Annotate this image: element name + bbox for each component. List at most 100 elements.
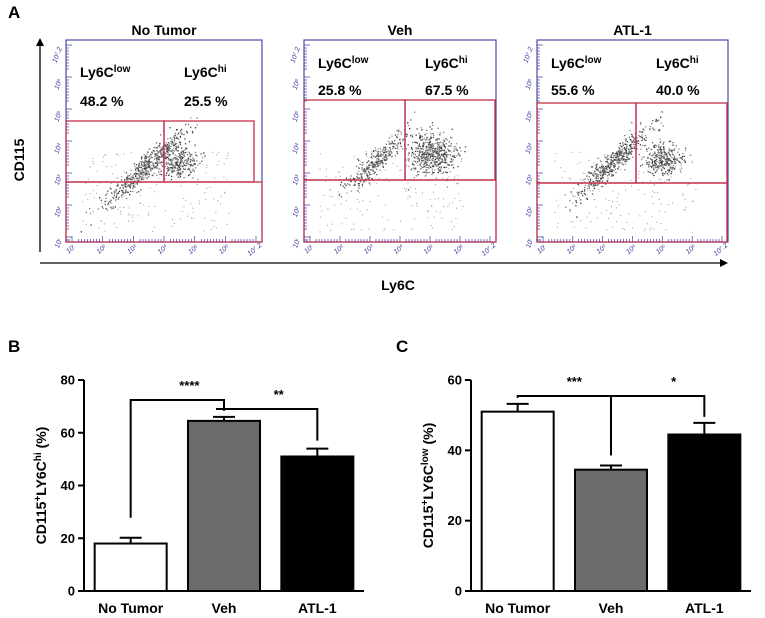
bar-category-label: ATL-1	[685, 600, 724, 616]
flow-x-tick-label: 10ⁱ	[65, 243, 78, 255]
flow-x-tick-label: 10²	[333, 243, 346, 255]
bar-chart-c: 0 20 40 60 CD115+LY6Clow (%) No Tumor Veh ATL-1…	[420, 373, 751, 616]
gate-cd115-negative	[65, 181, 263, 243]
gate-low-label: Ly6Clow	[318, 55, 369, 71]
bar-y-tick-label: 0	[68, 584, 75, 599]
flow-x-tick-label: 10³	[126, 243, 139, 255]
flow-x-tick-label: 10⁴	[625, 244, 638, 256]
flow-plot-2: Veh Ly6Clow Ly6Chi 25.8 % 67.5 % 10ⁱ 10² 10³ 10⁴…	[290, 22, 498, 258]
flow-y-tick-label: 10⁵	[54, 110, 64, 123]
flow-y-tick-label: 10⁷.2	[52, 46, 64, 64]
gate-ly6c-hi	[404, 99, 496, 181]
flow-x-axis-title: Ly6C	[381, 277, 415, 293]
gate-hi-value: 25.5 %	[184, 93, 228, 109]
flow-y-tick-label: 10⁴	[54, 142, 64, 155]
bar-category-label: No Tumor	[485, 600, 551, 616]
flow-x-tick-label: 10²	[96, 243, 109, 255]
flow-y-tick-label: 10ⁱ	[291, 237, 302, 249]
flow-y-tick-label: 10⁷.2	[523, 46, 535, 64]
flow-plot-title: Veh	[388, 22, 413, 38]
bar-y-axis-title: CD115+LY6Clow (%)	[420, 423, 436, 549]
bar-no-tumor	[93, 542, 168, 593]
flow-x-tick-label: 10³	[363, 243, 376, 255]
bar-y-tick-label: 60	[61, 425, 75, 440]
flow-x-tick-label: 10⁵	[423, 244, 436, 256]
flow-gates	[65, 120, 263, 243]
bar-veh	[574, 468, 648, 592]
panel-letter-a: A	[8, 3, 20, 22]
sig-bracket-2	[216, 408, 319, 441]
flow-y-axis-title: CD115	[11, 138, 27, 181]
flow-y-tick-label: 10³	[525, 174, 535, 187]
flow-y-tick-label: 10²	[292, 206, 302, 219]
gate-ly6c-low	[536, 102, 637, 184]
bar-no-tumor	[480, 410, 555, 592]
gate-low-value: 25.8 %	[318, 82, 362, 98]
gate-low-value: 48.2 %	[80, 93, 124, 109]
gate-low-value: 55.6 %	[551, 82, 595, 98]
bar-y-tick-label: 40	[448, 443, 462, 458]
flow-x-tick-label: 10ⁱ	[536, 243, 549, 255]
flow-plot-title: ATL-1	[613, 22, 652, 38]
sig-label-2: *	[671, 374, 677, 389]
flow-y-tick-label: 10⁵	[292, 110, 302, 123]
flow-dots	[554, 111, 697, 233]
flow-y-tick-label: 10²	[54, 206, 64, 219]
gate-low-label: Ly6Clow	[551, 55, 602, 71]
flow-x-ticks: 10ⁱ 10² 10³ 10⁴ 10⁵ 10⁶ 10⁷.2	[303, 236, 498, 258]
flow-x-tick-label: 10ⁱ	[303, 243, 316, 255]
flow-y-tick-label: 10ⁱ	[524, 237, 535, 249]
flow-y-ticks: 10ⁱ 10² 10³ 10⁴ 10⁵ 10⁶ 10⁷.2	[52, 44, 72, 249]
bar-y-tick-label: 40	[61, 478, 75, 493]
flow-y-tick-label: 10⁷.2	[290, 46, 302, 64]
gate-hi-label: Ly6Chi	[425, 55, 468, 71]
bar-y-tick-label: 20	[448, 513, 462, 528]
panel-letter-c: C	[396, 337, 408, 356]
flow-y-ticks: 10ⁱ 10² 10³ 10⁴ 10⁵ 10⁶ 10⁷.2	[290, 44, 310, 249]
flow-y-tick-label: 10⁶	[292, 78, 302, 91]
bar-veh	[187, 419, 261, 592]
flow-x-tick-label: 10⁴	[393, 244, 406, 256]
flow-y-tick-label: 10ⁱ	[53, 237, 64, 249]
flow-x-ticks: 10ⁱ 10² 10³ 10⁴ 10⁵ 10⁶ 10⁷.2	[65, 236, 264, 258]
flow-gates	[536, 102, 728, 243]
bar-chart-b: 0 20 40 60 80 CD115+LY6Chi (%) No Tumor Veh ATL-…	[33, 373, 364, 616]
bar-category-label: Veh	[599, 600, 624, 616]
bar-category-label: ATL-1	[298, 600, 337, 616]
flow-y-tick-label: 10⁶	[525, 78, 535, 91]
bar-y-axis-title: CD115+LY6Chi (%)	[33, 427, 49, 545]
bar-y-tick-label: 20	[61, 531, 75, 546]
gate-cd115-negative	[536, 182, 728, 243]
flow-x-tick-label: 10⁶	[453, 244, 466, 256]
flow-x-tick-label: 10⁷.2	[481, 242, 498, 258]
gate-low-label: Ly6Clow	[80, 64, 131, 80]
flow-x-tick-label: 10⁵	[187, 244, 200, 256]
bar-y-tick-label: 0	[455, 584, 462, 599]
flow-x-tick-label: 10⁷.2	[713, 242, 730, 258]
flow-x-tick-label: 10⁴	[157, 244, 170, 256]
sig-label-1: ****	[179, 378, 200, 393]
gate-ly6c-low	[303, 99, 406, 181]
flow-x-ticks: 10ⁱ 10² 10³ 10⁴ 10⁵ 10⁶ 10⁷.2	[536, 236, 730, 258]
flow-x-tick-label: 10³	[596, 243, 609, 255]
bar-atl-1	[667, 433, 742, 592]
flow-dots	[80, 117, 230, 233]
bar-y-tick-label: 60	[448, 373, 462, 388]
bar-category-label: No Tumor	[98, 600, 164, 616]
flow-y-tick-label: 10³	[292, 174, 302, 187]
gate-hi-label: Ly6Chi	[656, 55, 699, 71]
flow-dots	[319, 111, 467, 233]
flow-y-ticks: 10ⁱ 10² 10³ 10⁴ 10⁵ 10⁶ 10⁷.2	[523, 44, 543, 249]
sig-bracket-1	[129, 399, 225, 518]
flow-x-tick-label: 10²	[566, 243, 579, 255]
flow-y-tick-label: 10⁶	[54, 78, 64, 91]
sig-label-1: ***	[567, 374, 583, 389]
panel-letter-b: B	[8, 337, 20, 356]
flow-y-tick-label: 10⁵	[525, 110, 535, 123]
gate-cd115-negative	[303, 179, 497, 243]
bar-atl-1	[280, 455, 355, 592]
